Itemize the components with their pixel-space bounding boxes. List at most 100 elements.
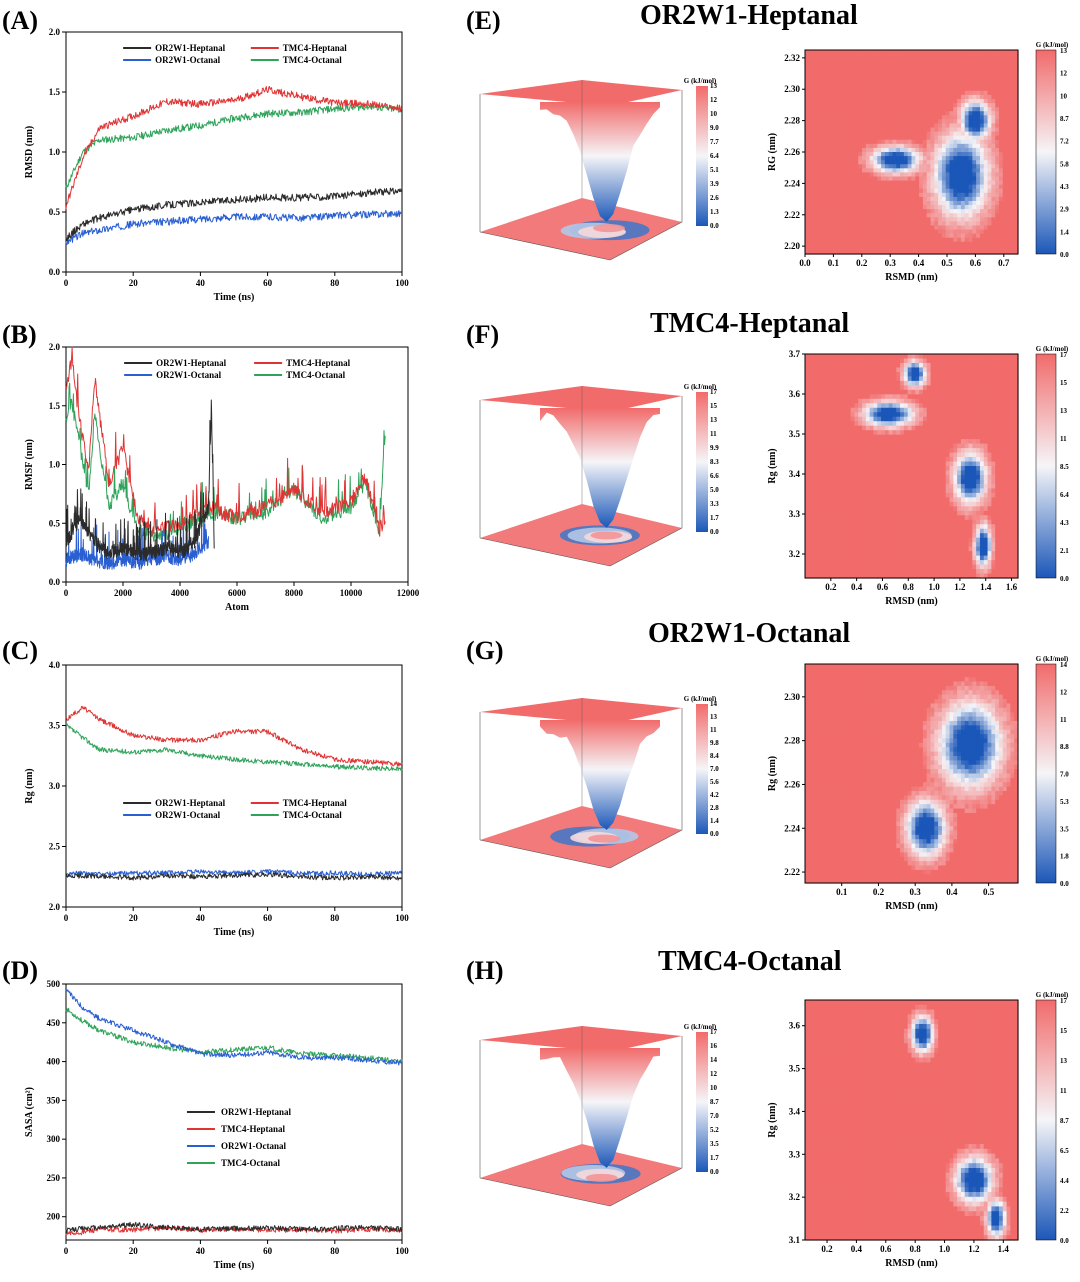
fel-cell [862,98,867,104]
fel-cell [1006,156,1011,161]
fel-cell [919,90,924,96]
fel-cell [915,457,920,463]
fel-cell [820,66,825,71]
surface-colorbar-tick: 3.5 [710,1140,719,1148]
fel-cell [877,74,882,80]
fel-cell [922,466,928,472]
fel-cell [884,537,890,543]
fel-cell [884,546,890,552]
fel-cell [858,452,863,458]
fel-cell [915,555,920,561]
x-tick-label: 60 [263,278,273,288]
fel-cell [987,74,992,80]
fel-cell [869,506,875,512]
fel-cell [865,510,871,516]
fel-cell [1014,50,1019,55]
surface-colorbar-tick: 8.4 [710,752,719,760]
fel-cell [877,519,882,525]
fel-cell [934,371,939,377]
fel-cell [843,160,848,165]
fel-cell [998,66,1004,71]
fel-cell [824,139,829,145]
energy-well [540,102,660,222]
fel-cell [816,50,821,55]
fel-cell [805,119,810,125]
fel-cell [949,172,954,178]
fel-cell [824,160,829,165]
fel-cell [900,237,905,243]
fel-cell [884,225,890,231]
fel-cell [957,131,962,137]
fel-cell [824,385,829,391]
fel-cell [968,139,973,145]
fel-cell [881,233,886,239]
fel-cell [831,564,837,570]
fel-cell [827,213,833,218]
fel-cell [881,470,886,476]
fel-cell [934,86,939,92]
fel-cell [926,192,932,198]
fel-cell [858,217,863,222]
fel-cell [964,54,970,59]
fel-cell [805,403,810,409]
fel-cell [812,70,818,76]
fel-cell [877,354,882,360]
fel-cell [831,542,837,548]
fel-cell [903,249,909,255]
fel-cell [949,78,954,84]
fel-cell [805,506,810,512]
fel-cell [995,111,1000,116]
fel-cell [915,200,920,206]
fel-cell [903,103,909,108]
fel-cell [869,196,875,202]
fel-cell [907,225,913,231]
fel-cell [930,416,935,422]
fel-cell [976,221,981,227]
fel-cell [926,188,932,194]
fel-cell [850,196,856,202]
fel-cell [846,221,852,227]
fel-cell [907,98,913,104]
fel-cell [915,421,920,427]
fel-cell [960,119,966,125]
fel-cell [827,237,833,243]
fel-cell [892,209,897,214]
fel-cell [957,58,962,63]
fel-cell [820,135,825,141]
fel-cell [835,200,840,206]
fel-cell [888,416,894,422]
fel-cell [938,483,943,489]
fel-cell [805,70,810,76]
fel-cell [919,123,924,129]
fel-cell [968,188,973,194]
fel-cell [930,188,935,194]
fel-cell [873,225,878,231]
fel-cell [854,542,859,548]
fel-cell [839,188,844,194]
fel-cell [877,483,882,489]
fel-cell [808,94,814,100]
series-line-tmc4-heptanal [65,86,403,209]
fel-cell [877,533,882,539]
fel-cell [835,90,840,96]
y-tick-label: 0.0 [49,267,61,277]
series-line-or2w1-heptanal [65,872,403,881]
fel-cell [1014,62,1019,67]
fel-cell [839,448,844,454]
fel-cell [938,172,943,178]
fel-cell [938,98,943,104]
fel-cell [824,551,829,557]
fel-cell [1010,164,1015,169]
fel-cell [949,103,954,108]
fel-cell [805,448,810,454]
fel-cell [869,152,875,157]
fel-cell [881,200,886,206]
fel-cell [827,156,833,161]
fel-cell [991,135,996,141]
fel-cell [881,407,886,413]
fel-cell [979,152,985,157]
fel-cell [877,241,882,247]
fel-cell [824,152,829,157]
fel-cell [972,107,977,112]
fel-cell [824,147,829,153]
